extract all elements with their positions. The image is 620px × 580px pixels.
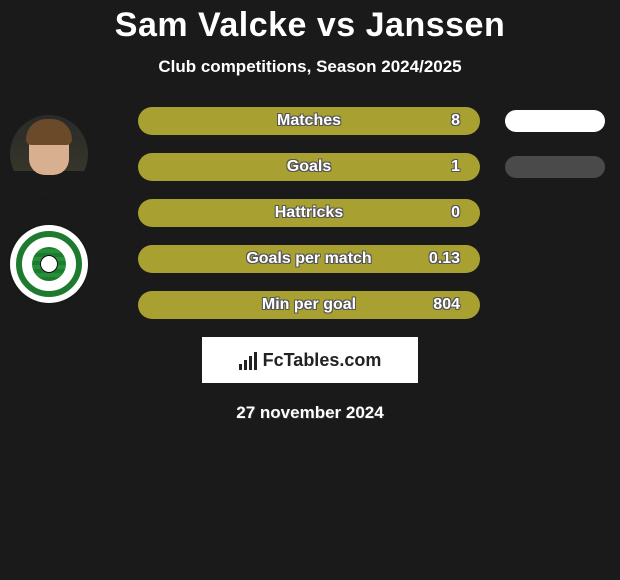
- content-area: Matches 8 Goals 1 Hattricks 0 Goals per …: [0, 107, 620, 319]
- avatar-hair: [26, 119, 72, 145]
- team-badge: [10, 225, 88, 303]
- page-title: Sam Valcke vs Janssen: [0, 0, 620, 45]
- comparison-pill: [505, 156, 605, 178]
- stat-value: 1: [451, 158, 460, 176]
- stat-label: Min per goal: [138, 296, 480, 314]
- comparison-pill: [505, 110, 605, 132]
- player-avatar: [10, 115, 88, 193]
- brand-text: FcTables.com: [263, 350, 382, 371]
- stat-label: Hattricks: [138, 204, 480, 222]
- subtitle: Club competitions, Season 2024/2025: [0, 57, 620, 77]
- brand-box[interactable]: FcTables.com: [202, 337, 418, 383]
- stat-row-goals-per-match: Goals per match 0.13: [138, 245, 480, 273]
- stat-row-min-per-goal: Min per goal 804: [138, 291, 480, 319]
- stats-bar-list: Matches 8 Goals 1 Hattricks 0 Goals per …: [138, 107, 480, 319]
- stat-value: 8: [451, 112, 460, 130]
- stat-row-hattricks: Hattricks 0: [138, 199, 480, 227]
- stat-row-goals: Goals 1: [138, 153, 480, 181]
- stat-row-matches: Matches 8: [138, 107, 480, 135]
- stat-label: Goals: [138, 158, 480, 176]
- stat-value: 804: [433, 296, 460, 314]
- badge-ball: [40, 255, 58, 273]
- stat-label: Matches: [138, 112, 480, 130]
- stat-value: 0.13: [429, 250, 460, 268]
- date-text: 27 november 2024: [0, 403, 620, 423]
- stat-value: 0: [451, 204, 460, 222]
- chart-icon: [239, 350, 259, 370]
